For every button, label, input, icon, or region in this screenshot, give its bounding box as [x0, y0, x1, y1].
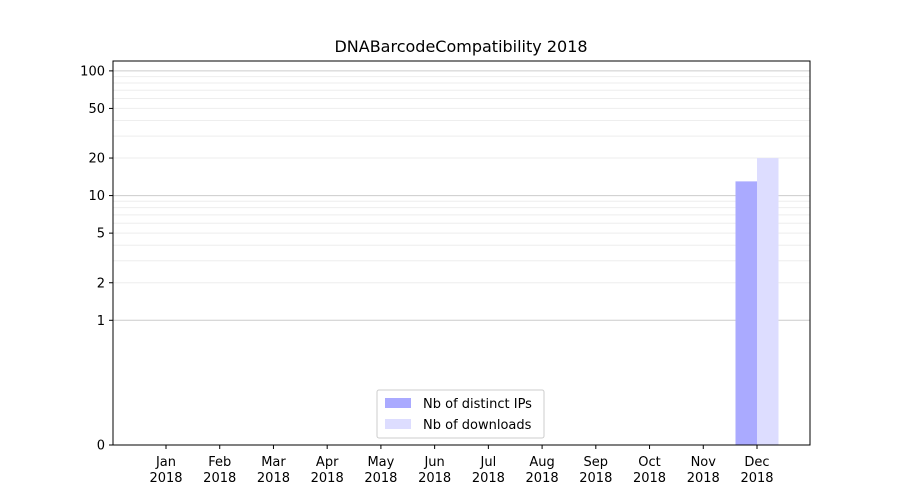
x-tick-label-year: 2018	[257, 471, 290, 486]
legend-swatch-distinct-ips	[385, 398, 411, 408]
x-tick-label-month: Jan	[155, 455, 176, 470]
y-tick-label: 50	[88, 102, 105, 117]
x-axis: Jan2018Feb2018Mar2018Apr2018May2018Jun20…	[149, 445, 774, 486]
y-tick-label: 5	[97, 227, 105, 242]
plot-frame	[112, 60, 811, 446]
x-tick-label-year: 2018	[364, 471, 397, 486]
x-tick-label-month: Feb	[208, 455, 231, 470]
grid-lines	[113, 70, 810, 321]
x-tick-label-year: 2018	[740, 471, 773, 486]
x-tick-label-month: Jul	[480, 455, 497, 470]
x-tick-label-year: 2018	[149, 471, 182, 486]
bar-downloads	[757, 158, 779, 445]
x-tick-label-month: Oct	[638, 455, 660, 470]
x-tick-label-month: Apr	[316, 455, 339, 470]
x-tick-label-year: 2018	[687, 471, 720, 486]
legend-swatch-downloads	[385, 419, 411, 429]
x-tick-label-month: Dec	[744, 455, 769, 470]
x-tick-label-month: Nov	[691, 455, 717, 470]
y-axis: 0 1 2 5 10 20 50 100	[80, 64, 113, 454]
x-tick-label-year: 2018	[579, 471, 612, 486]
x-tick-label-month: Jun	[423, 455, 444, 470]
legend: Nb of distinct IPs Nb of downloads	[376, 389, 545, 439]
chart-title: DNABarcodeCompatibility 2018	[334, 37, 587, 56]
x-tick-label-year: 2018	[526, 471, 559, 486]
y-tick-label: 20	[88, 152, 105, 167]
plot-area	[113, 61, 810, 445]
legend-label-distinct-ips: Nb of distinct IPs	[423, 397, 532, 412]
x-tick-label-year: 2018	[418, 471, 451, 486]
y-tick-label: 2	[97, 276, 105, 291]
y-tick-label: 100	[80, 64, 105, 79]
x-tick-label-year: 2018	[472, 471, 505, 486]
x-tick-label-month: Aug	[529, 455, 554, 470]
legend-label-downloads: Nb of downloads	[423, 418, 532, 433]
bars	[735, 158, 779, 445]
x-tick-label-year: 2018	[633, 471, 666, 486]
x-tick-label-month: Mar	[261, 455, 286, 470]
x-tick-label-month: May	[367, 455, 394, 470]
y-tick-label: 0	[97, 439, 105, 454]
x-tick-label-year: 2018	[311, 471, 344, 486]
x-tick-label-month: Sep	[584, 455, 609, 470]
x-tick-label-year: 2018	[203, 471, 236, 486]
legend-box	[376, 389, 545, 439]
y-tick-label: 1	[97, 314, 105, 329]
y-tick-label: 10	[88, 189, 105, 204]
bar-distinct-ips	[735, 181, 757, 445]
